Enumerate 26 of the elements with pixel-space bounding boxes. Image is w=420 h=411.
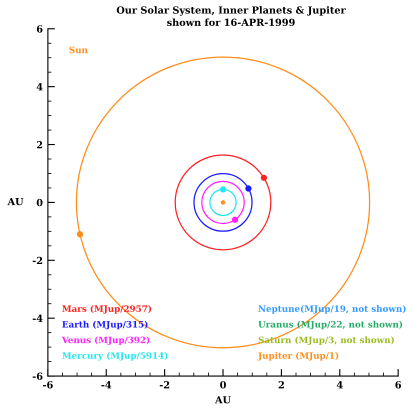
- chart-subtitle: shown for 16-APR-1999: [167, 18, 295, 26]
- y-tick-label: 0: [36, 198, 43, 206]
- y-tick-label: 6: [36, 25, 42, 33]
- text: Mercury (MJup/5914): [62, 352, 168, 361]
- point: [76, 231, 84, 238]
- y-axis-title: AU: [7, 198, 24, 206]
- y-tick-label: -4: [32, 314, 43, 322]
- x-tick-label: 6: [395, 381, 402, 388]
- point: [232, 216, 238, 223]
- point: [260, 174, 267, 181]
- text: Jupiter (MJup/1): [257, 352, 338, 361]
- x-tick-label: -6: [43, 381, 53, 388]
- text: Venus (MJup/392): [62, 336, 150, 345]
- chart-title: Our Solar System, Inner Planets & Jupiter: [116, 6, 346, 16]
- y-tick-label: 2: [36, 141, 42, 148]
- y-tick-label: 4: [36, 83, 43, 90]
- x-tick-label: -2: [160, 381, 170, 388]
- x-tick-label: 2: [278, 381, 284, 388]
- y-tick-label: -2: [32, 256, 42, 264]
- x-tick-label: -4: [101, 381, 112, 388]
- point: [245, 185, 252, 192]
- x-tick-label: 0: [220, 381, 226, 388]
- y-tick-label: -6: [32, 372, 42, 380]
- x-axis-title: AU: [214, 396, 231, 404]
- x-tick-label: 4: [336, 381, 343, 388]
- annotation: Sun: [69, 46, 88, 54]
